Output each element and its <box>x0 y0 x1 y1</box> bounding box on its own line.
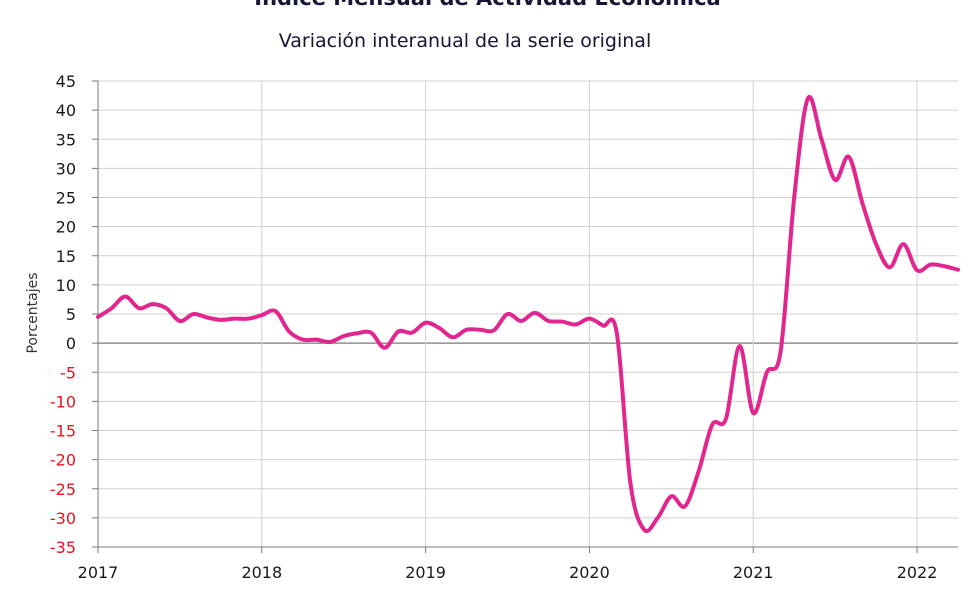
x-tick-label: 2020 <box>569 563 610 582</box>
y-tick-label: 30 <box>56 159 76 178</box>
x-tick-label: 2017 <box>78 563 119 582</box>
x-tick-label: 2021 <box>733 563 774 582</box>
x-tick-label: 2022 <box>897 563 938 582</box>
series-line <box>96 94 960 533</box>
x-axis-ticks: 2017 2018 2019 2020 2021 2022 <box>78 547 938 582</box>
x-tick-label: 2018 <box>241 563 282 582</box>
y-tick-label: -15 <box>50 422 76 441</box>
y-tick-label: -25 <box>50 480 76 499</box>
y-axis-ticks: 45 40 35 30 25 20 15 10 5 0 -5 -10 -15 -20 -25 -30 -35 <box>50 72 98 557</box>
y-tick-label: -20 <box>50 451 76 470</box>
series-group <box>96 94 960 533</box>
y-tick-label: 0 <box>66 334 76 353</box>
y-tick-label: 35 <box>56 130 76 149</box>
y-tick-label: 15 <box>56 247 76 266</box>
grid-lines <box>97 80 958 548</box>
y-tick-label: 10 <box>56 276 76 295</box>
y-tick-label: 40 <box>56 101 76 120</box>
y-tick-label: -30 <box>50 509 76 528</box>
y-tick-label: 25 <box>56 189 76 208</box>
x-tick-label: 2019 <box>405 563 446 582</box>
y-tick-label: 20 <box>56 218 76 237</box>
y-tick-label: -35 <box>50 538 76 557</box>
chart-subtitle: Variación interanual de la serie origina… <box>278 30 652 52</box>
y-tick-label: -5 <box>60 363 76 382</box>
chart-title: Índice Mensual de Actividad Económica <box>0 0 975 10</box>
y-tick-label: 5 <box>66 305 76 324</box>
y-tick-label: 45 <box>56 72 76 91</box>
y-tick-label: -10 <box>50 392 76 411</box>
